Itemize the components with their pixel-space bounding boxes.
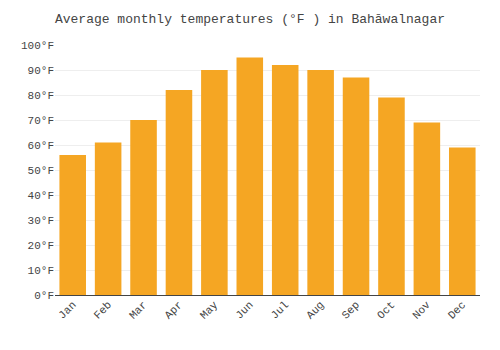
svg-text:Jun: Jun	[233, 299, 255, 321]
svg-text:Apr: Apr	[162, 299, 184, 321]
svg-text:Nov: Nov	[410, 299, 433, 322]
svg-text:Oct: Oct	[375, 299, 397, 321]
svg-text:30°F: 30°F	[28, 215, 54, 227]
svg-text:60°F: 60°F	[28, 140, 54, 152]
svg-text:Feb: Feb	[92, 299, 114, 321]
svg-text:Average monthly temperatures (: Average monthly temperatures (°F ) in Ba…	[55, 12, 445, 27]
svg-text:Sep: Sep	[340, 299, 362, 321]
svg-text:100°F: 100°F	[21, 40, 54, 52]
svg-text:Aug: Aug	[304, 299, 326, 321]
svg-text:Dec: Dec	[446, 299, 468, 321]
svg-text:Jul: Jul	[269, 299, 291, 321]
svg-text:10°F: 10°F	[28, 265, 54, 277]
svg-text:Jan: Jan	[56, 299, 78, 321]
svg-text:20°F: 20°F	[28, 240, 54, 252]
svg-text:40°F: 40°F	[28, 190, 54, 202]
svg-text:May: May	[198, 299, 221, 322]
svg-text:Mar: Mar	[127, 299, 149, 321]
svg-text:70°F: 70°F	[28, 115, 54, 127]
svg-text:80°F: 80°F	[28, 90, 54, 102]
svg-text:90°F: 90°F	[28, 65, 54, 77]
svg-text:0°F: 0°F	[34, 290, 54, 302]
svg-text:50°F: 50°F	[28, 165, 54, 177]
